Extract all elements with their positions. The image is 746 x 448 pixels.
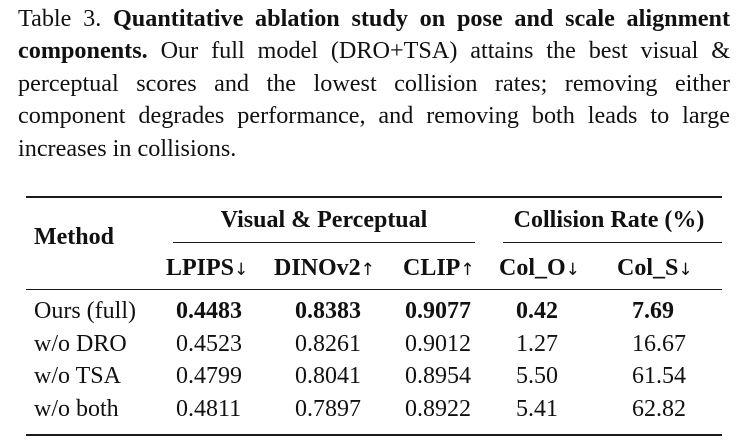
group-header-collision: Collision Rate (%) (513, 207, 705, 233)
mid-rule (26, 289, 722, 290)
caption-body: Our full model (DRO+TSA) attains the bes… (18, 37, 731, 162)
table-cell: 61.54 (632, 363, 686, 389)
top-rule (26, 196, 722, 198)
table-cell: 0.8922 (405, 395, 471, 422)
table-cell: 7.69 (632, 298, 674, 324)
table-cell: 5.41 (516, 395, 558, 422)
table-cell: 0.7897 (295, 395, 361, 422)
table-cell: 0.8383 (295, 298, 361, 324)
group-header-visual: Visual & Perceptual (220, 207, 428, 233)
row-method: w/o both (34, 395, 119, 422)
caption-label: Table 3. (18, 5, 102, 32)
table-cell: 5.50 (516, 363, 558, 389)
table-cell: 0.9012 (405, 330, 471, 357)
column-header-lpips: LPIPS↓ (166, 255, 249, 281)
table-cell: 0.8954 (405, 363, 471, 389)
table-cell: 1.27 (516, 330, 558, 357)
table-cell: 0.8041 (295, 363, 361, 389)
table-cell: 0.8261 (295, 330, 361, 357)
table-cell: 0.4811 (176, 395, 242, 422)
method-header: Method (34, 224, 114, 250)
row-method: w/o TSA (34, 363, 121, 389)
caption-title: Quantitative ablation study on pose and … (18, 5, 731, 65)
table-cell: 0.4799 (176, 363, 242, 389)
table-cell: 0.4483 (176, 298, 242, 324)
table-caption: Table 3. Quantitative ablation study on … (18, 3, 730, 165)
column-header-col-o: Col_O↓ (499, 255, 580, 281)
table-cell: 0.42 (516, 298, 558, 324)
table-cell: 0.4523 (176, 330, 242, 357)
bottom-rule (26, 434, 722, 436)
cmidrule-collision (503, 242, 722, 243)
column-header-dinov2: DINOv2↑ (274, 255, 375, 281)
column-header-clip: CLIP↑ (403, 255, 475, 281)
column-header-col-s: Col_S↓ (617, 255, 693, 281)
table-cell: 16.67 (632, 330, 686, 357)
table-cell: 0.9077 (405, 298, 471, 324)
row-method: Ours (full) (34, 298, 136, 324)
cmidrule-visual (173, 242, 475, 243)
row-method: w/o DRO (34, 330, 127, 357)
table-cell: 62.82 (632, 395, 686, 422)
